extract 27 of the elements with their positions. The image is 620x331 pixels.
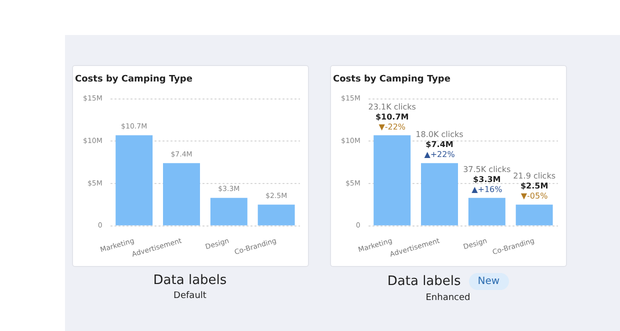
bar [163,163,200,226]
annotation: ▲+22% [424,150,456,160]
data-label: $2.5M [520,182,548,191]
data-label: $10.7M [375,112,409,122]
annotation: ▼-22% [378,122,406,132]
bar [516,204,553,226]
data-label: $3.3M [473,174,501,184]
annotation: 37.5K clicks [463,164,511,174]
annotation: 21.9 clicks [513,172,556,181]
annotation: ▲+16% [472,184,503,194]
annotation: 23.1K clicks [368,102,416,112]
bar [258,204,295,226]
text: Default [172,291,208,301]
text: Data labels [153,273,227,288]
text: New [468,273,509,290]
data-label: $7.4M [426,140,454,150]
bar [116,135,153,226]
text: Enhanced [424,293,472,303]
bar [374,135,411,226]
bar [468,198,506,226]
bar [210,198,248,226]
chart-title: Costs by Camping Type [333,74,450,85]
bar [421,163,458,226]
chart-title: Costs by Camping Type [75,74,192,85]
annotation: 18.0K clicks [416,130,464,140]
annotation: ▼-05% [520,192,548,201]
text: Data labels [387,274,461,289]
